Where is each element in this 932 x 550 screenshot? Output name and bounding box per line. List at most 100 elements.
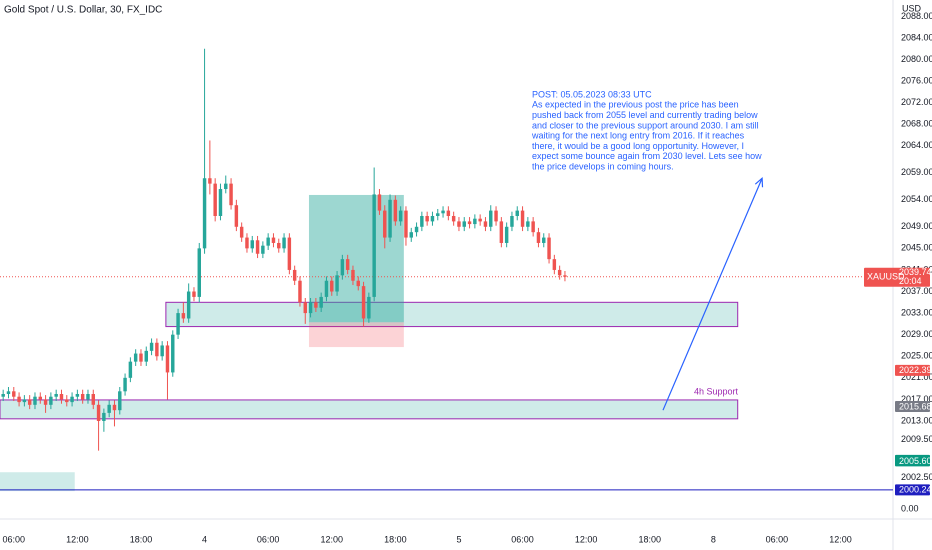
candle-body <box>441 210 445 214</box>
candle-body <box>261 245 265 254</box>
candle-body <box>27 399 32 405</box>
zone <box>0 399 739 420</box>
candle-body <box>176 313 180 335</box>
candle-body <box>255 240 260 254</box>
x-tick-label: 8 <box>711 534 716 544</box>
candle-body <box>86 394 90 400</box>
candle-body <box>531 221 535 233</box>
candle-body <box>38 396 43 400</box>
post-text: and closer to the previous support aroun… <box>532 120 759 130</box>
candle-body <box>245 237 249 249</box>
candle-body <box>409 232 413 238</box>
candle-body <box>324 280 329 297</box>
candle-body <box>229 183 233 206</box>
arrow-head <box>754 176 764 188</box>
price-tag <box>895 401 930 413</box>
price-tag <box>895 484 930 496</box>
x-tick-label: 12:00 <box>320 534 343 544</box>
candle-body <box>425 215 429 222</box>
price-tag <box>895 455 930 467</box>
candle-body <box>557 269 562 276</box>
candle-body <box>367 296 371 319</box>
candle-body <box>356 280 360 287</box>
y-tick-label: 2017.00 <box>901 394 932 404</box>
post-text: the price develops in coming hours. <box>532 161 674 171</box>
symbol-label: XAUUSD <box>867 272 905 282</box>
candle-body <box>96 404 101 421</box>
candle-body <box>467 221 472 225</box>
candle-body <box>59 394 64 400</box>
candle-body <box>160 345 164 357</box>
last-price-label: 2039.74 <box>899 267 932 277</box>
candle-body <box>165 345 170 373</box>
post-text: As expected in the previous post the pri… <box>532 100 739 110</box>
candle-body <box>340 259 345 276</box>
candle-body <box>298 280 302 303</box>
candle-body <box>404 210 408 238</box>
candle-body <box>287 237 292 270</box>
candle-body <box>520 210 525 227</box>
candle-body <box>473 218 477 225</box>
candle-body <box>526 221 530 227</box>
post-text: POST: 05.05.2023 08:33 UTC <box>532 89 652 99</box>
candle-body <box>91 394 95 405</box>
candle-body <box>239 226 244 238</box>
x-tick-label: 18:00 <box>130 534 153 544</box>
y-tick-label: 2080.00 <box>901 54 932 64</box>
candle-body <box>499 221 504 243</box>
candle-body <box>282 237 286 249</box>
candle-body <box>266 237 270 246</box>
candle-body <box>75 394 80 397</box>
candle-body <box>6 391 11 395</box>
symbol-tag <box>864 267 930 287</box>
candle-body <box>552 259 557 270</box>
candle-body <box>308 302 313 314</box>
x-tick-label: 06:00 <box>3 534 26 544</box>
candle-body <box>12 391 16 397</box>
y-tick-label: 2033.00 <box>901 307 932 317</box>
candle-body <box>335 275 339 292</box>
candle-body <box>420 215 424 227</box>
candle-body <box>102 412 106 421</box>
candle-body <box>208 178 212 184</box>
y-tick-label: 2009.50 <box>901 434 932 444</box>
candle-body <box>133 353 138 362</box>
candle-body <box>139 353 143 362</box>
candle-body <box>112 404 117 411</box>
y-tick-label: 2054.00 <box>901 194 932 204</box>
candle-body <box>1 394 5 397</box>
price-tag-label: 2005.60 <box>899 456 932 466</box>
candle-body <box>330 280 334 292</box>
post-text: expect some bounce again from 2030 level… <box>532 151 762 161</box>
candle-body <box>107 404 111 413</box>
candle-body <box>303 302 307 314</box>
candle-body <box>128 361 133 378</box>
candle-body <box>314 302 318 308</box>
candle-body <box>202 178 207 249</box>
candle-body <box>54 394 58 397</box>
x-tick-label: 06:00 <box>257 534 280 544</box>
y-tick-label: 2029.00 <box>901 329 932 339</box>
arrow <box>662 177 763 411</box>
candle-body <box>494 210 498 222</box>
candle-body <box>372 194 376 297</box>
support-label: 4h Support <box>694 386 739 396</box>
candle-body <box>149 342 154 351</box>
candle-body <box>319 296 323 308</box>
zone <box>0 472 75 492</box>
candle-body <box>123 377 127 392</box>
candle-body <box>536 232 541 243</box>
position-profit <box>308 194 404 323</box>
y-tick-label: 2013.00 <box>901 415 932 425</box>
y-tick-label: 2025.00 <box>901 351 932 361</box>
y-tick-label: 2059.00 <box>901 167 932 177</box>
candle-body <box>515 210 519 216</box>
candle-body <box>155 342 159 357</box>
candle-body <box>542 237 546 243</box>
y-tick-label: 2045.00 <box>901 243 932 253</box>
x-tick-label: 18:00 <box>638 534 661 544</box>
candle-body <box>17 396 21 403</box>
y-tick-label: 2068.00 <box>901 119 932 129</box>
price-tag-label: 2000.24 <box>899 485 932 495</box>
